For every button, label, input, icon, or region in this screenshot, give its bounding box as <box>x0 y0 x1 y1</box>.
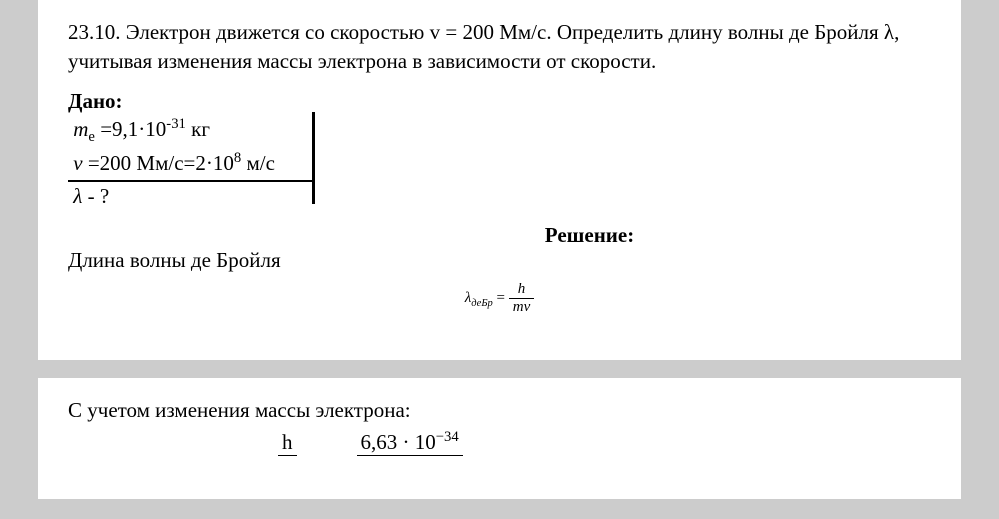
formula-intro: Длина волны де Бройля <box>68 248 931 273</box>
lambda-sub: деБр <box>471 298 493 309</box>
mass-symbol: m <box>73 117 88 141</box>
solution-label: Решение: <box>248 223 931 248</box>
problem-page-bottom: С учетом изменения массы электрона: h 6,… <box>38 378 961 499</box>
problem-number: 23.10. <box>68 20 121 44</box>
page-gap <box>0 360 999 378</box>
page-bottom-content: С учетом изменения массы электрона: h 6,… <box>68 398 931 481</box>
frac-denominator: mv <box>509 299 535 316</box>
value-den-blank <box>357 456 463 481</box>
solution-section: Решение: Длина волны де Бройля λдеБр = h… <box>68 223 931 316</box>
de-broglie-formula: λдеБр = h mv <box>68 281 931 316</box>
find-line: λ - ? <box>68 182 282 211</box>
velocity-val: =200 Мм/с=2·10 <box>83 151 234 175</box>
given-wrapper: me =9,1·10-31 кг v =200 Мм/с=2·108 м/с λ… <box>68 114 931 212</box>
given-box: me =9,1·10-31 кг v =200 Мм/с=2·108 м/с λ… <box>68 114 312 212</box>
relativistic-intro: С учетом изменения массы электрона: <box>68 398 931 423</box>
mass-sup: -31 <box>166 116 186 132</box>
problem-statement: 23.10. Электрон движется со скоростью v … <box>68 18 931 77</box>
formula-fraction: h mv <box>509 281 535 316</box>
mass-unit: кг <box>186 117 210 141</box>
value-fraction: 6,63 · 10−34 <box>357 429 463 481</box>
mass-eq: =9,1·10 <box>95 117 166 141</box>
find-symbol: λ <box>73 184 82 208</box>
velocity-unit: м/с <box>241 151 275 175</box>
given-vertical-line <box>312 112 315 204</box>
h-den-blank <box>278 456 297 481</box>
h-fraction: h <box>278 430 297 481</box>
problem-body: Электрон движется со скоростью v = 200 М… <box>68 20 899 73</box>
given-section: Дано: me =9,1·10-31 кг v =200 Мм/с=2·108… <box>68 89 931 212</box>
velocity-symbol: v <box>73 151 82 175</box>
frac-numerator: h <box>509 281 535 299</box>
find-q: - ? <box>82 184 109 208</box>
given-label: Дано: <box>68 89 931 114</box>
problem-page-top: 23.10. Электрон движется со скоростью v … <box>38 0 961 360</box>
formula-content: λдеБр = h mv <box>465 290 535 306</box>
given-line-velocity: v =200 Мм/с=2·108 м/с <box>68 148 282 178</box>
value-num-sup: −34 <box>436 429 459 445</box>
value-num: 6,63 · 10−34 <box>357 429 463 456</box>
relativistic-formula: h 6,63 · 10−34 <box>68 429 931 481</box>
h-num-text: h <box>282 430 293 454</box>
formula-eq: = <box>497 290 509 306</box>
given-line-mass: me =9,1·10-31 кг <box>68 114 282 148</box>
h-num: h <box>278 430 297 456</box>
value-num-text: 6,63 · 10 <box>361 430 436 454</box>
